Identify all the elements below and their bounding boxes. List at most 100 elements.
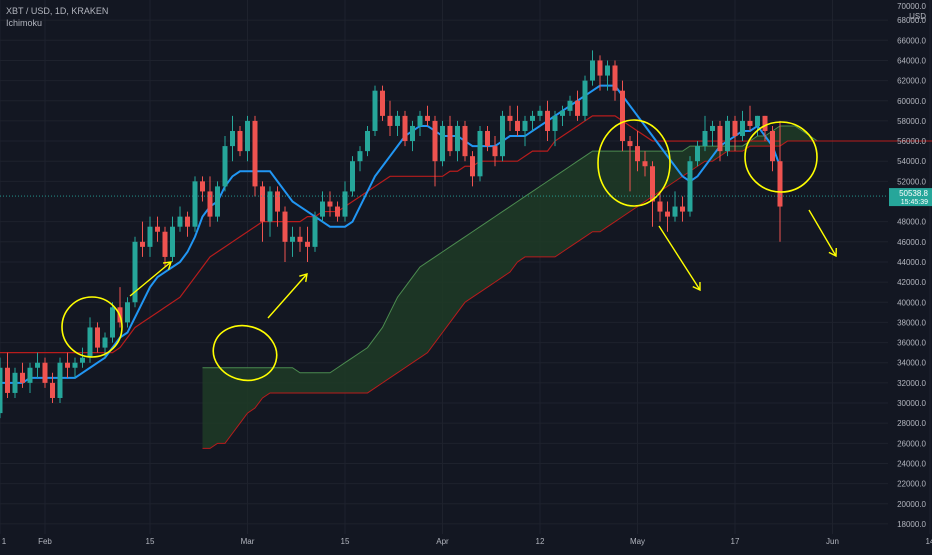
- candle-body: [223, 146, 228, 186]
- candle-body: [28, 368, 33, 383]
- time-tick-label: 14: [926, 537, 932, 546]
- time-tick-label: Apr: [436, 537, 449, 546]
- candle-body: [193, 181, 198, 226]
- price-tick-label: 60000.0: [897, 97, 926, 106]
- time-tick-label: 15: [146, 537, 155, 546]
- candle-body: [688, 161, 693, 211]
- indicator-title[interactable]: Ichimoku: [6, 17, 108, 29]
- candle-body: [20, 373, 25, 383]
- candle-body: [313, 217, 318, 247]
- price-tick-label: 28000.0: [897, 419, 926, 428]
- candle-body: [770, 131, 775, 161]
- candle-body: [575, 101, 580, 116]
- price-tick-label: 46000.0: [897, 238, 926, 247]
- candle-body: [335, 207, 340, 217]
- candle-body: [275, 191, 280, 211]
- candle-body: [643, 161, 648, 166]
- candle-body: [290, 237, 295, 242]
- candle-body: [538, 111, 543, 116]
- candle-body: [350, 161, 355, 191]
- price-tick-label: 42000.0: [897, 278, 926, 287]
- price-tick-label: 56000.0: [897, 137, 926, 146]
- candle-body: [403, 116, 408, 141]
- candle-body: [178, 217, 183, 227]
- price-axis-top-label: 70000.0: [897, 2, 926, 12]
- candle-body: [560, 111, 565, 116]
- price-tick-label: 40000.0: [897, 298, 926, 307]
- candle-body: [568, 101, 573, 111]
- candle-body: [170, 227, 175, 257]
- candle-body: [448, 126, 453, 151]
- price-tick-label: 48000.0: [897, 218, 926, 227]
- time-tick-label: 12: [536, 537, 545, 546]
- candle-body: [493, 146, 498, 156]
- candle-body: [373, 91, 378, 131]
- candle-body: [215, 186, 220, 216]
- price-axis-unit: USD: [897, 12, 926, 22]
- price-tick-label: 30000.0: [897, 399, 926, 408]
- candle-body: [665, 212, 670, 217]
- price-tick-label: 62000.0: [897, 77, 926, 86]
- candle-body: [13, 373, 18, 393]
- candle-body: [148, 227, 153, 247]
- candle-body: [433, 121, 438, 161]
- candle-body: [343, 191, 348, 216]
- candle-body: [740, 121, 745, 136]
- candle-body: [50, 383, 55, 398]
- candle-body: [718, 126, 723, 151]
- symbol-title[interactable]: XBT / USD, 1D, KRAKEN: [6, 5, 108, 17]
- price-tick-label: 18000.0: [897, 520, 926, 529]
- candle-body: [590, 60, 595, 80]
- candle-body: [395, 116, 400, 126]
- candle-body: [545, 111, 550, 131]
- annotation-arrow: [659, 226, 700, 290]
- price-tick-label: 66000.0: [897, 36, 926, 45]
- candle-body: [418, 116, 423, 126]
- candle-body: [658, 202, 663, 212]
- candle-body: [358, 151, 363, 161]
- candle-body: [163, 232, 168, 257]
- candle-body: [35, 363, 40, 368]
- candle-body: [680, 207, 685, 212]
- candle-body: [500, 116, 505, 156]
- price-tick-label: 64000.0: [897, 56, 926, 65]
- candle-body: [523, 121, 528, 131]
- candle-body: [508, 116, 513, 121]
- candle-body: [755, 116, 760, 126]
- candle-body: [80, 358, 85, 363]
- price-tick-label: 58000.0: [897, 117, 926, 126]
- candle-body: [155, 227, 160, 232]
- annotation-arrow: [268, 274, 307, 318]
- price-tick-label: 54000.0: [897, 157, 926, 166]
- time-tick-label: Mar: [241, 537, 255, 546]
- time-tick-label: May: [630, 537, 645, 546]
- price-tick-label: 22000.0: [897, 480, 926, 489]
- candle-body: [733, 121, 738, 136]
- price-tick-label: 36000.0: [897, 339, 926, 348]
- candle-body: [763, 116, 768, 131]
- candle-body: [463, 126, 468, 156]
- candle-body: [238, 131, 243, 151]
- annotation-arrow: [809, 210, 836, 256]
- candle-body: [253, 121, 258, 186]
- candle-body: [695, 146, 700, 161]
- chart-legend: XBT / USD, 1D, KRAKEN Ichimoku: [6, 5, 108, 29]
- price-tick-label: 38000.0: [897, 318, 926, 327]
- price-tick-label: 32000.0: [897, 379, 926, 388]
- candle-body: [388, 116, 393, 126]
- candle-body: [598, 60, 603, 75]
- candle-body: [553, 116, 558, 131]
- last-price-label: 50538.8: [899, 189, 928, 198]
- price-tick-label: 24000.0: [897, 459, 926, 468]
- price-axis-header: 70000.0 USD: [897, 2, 926, 22]
- candle-body: [65, 363, 70, 368]
- candle-body: [365, 131, 370, 151]
- countdown-label: 15:45:39: [901, 199, 928, 206]
- candle-body: [673, 207, 678, 217]
- candle-body: [200, 181, 205, 191]
- candle-body: [88, 327, 93, 357]
- candle-body: [140, 242, 145, 247]
- price-tick-label: 34000.0: [897, 359, 926, 368]
